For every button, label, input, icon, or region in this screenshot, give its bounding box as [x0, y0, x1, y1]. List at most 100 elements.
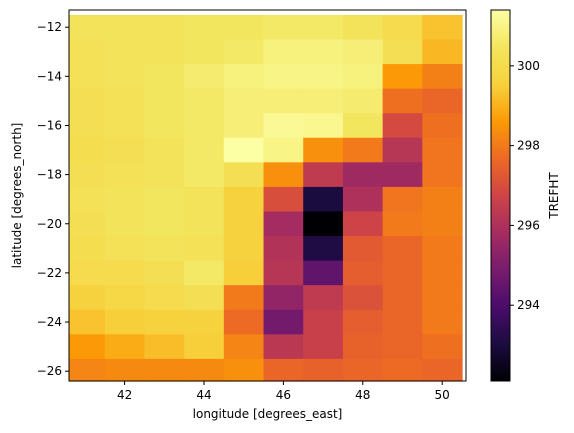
heatmap-cell	[263, 211, 304, 237]
heatmap-cell	[223, 236, 265, 262]
heatmap-cell	[184, 88, 225, 114]
heatmap-cell	[144, 64, 185, 90]
heatmap-cell	[144, 358, 185, 382]
heatmap-cell	[223, 39, 265, 65]
heatmap-cell	[263, 137, 304, 163]
heatmap-cell	[223, 137, 265, 163]
heatmap-cell	[69, 137, 106, 163]
heatmap-cell	[184, 64, 225, 90]
x-axis: 42 44 46 48 50	[117, 381, 450, 402]
x-tick-label: 44	[196, 388, 211, 402]
heatmap-cell	[223, 309, 265, 335]
heatmap-cell	[104, 88, 146, 114]
heatmap-cell	[184, 309, 225, 335]
heatmap-cell	[422, 358, 463, 382]
heatmap-cell	[263, 88, 304, 114]
heatmap-cell	[223, 88, 265, 114]
heatmap-cell	[184, 162, 225, 188]
heatmap-cell	[144, 285, 185, 311]
heatmap-cell	[382, 334, 423, 360]
heatmap-cell	[303, 211, 344, 237]
heatmap-cell	[144, 39, 185, 65]
heatmap-cell	[382, 39, 423, 65]
heatmap-cell	[104, 260, 146, 286]
heatmap-cell	[184, 186, 225, 213]
y-tick-label: −22	[37, 266, 62, 280]
heatmap-cell	[342, 285, 384, 311]
heatmap-cell	[223, 334, 265, 360]
heatmap-cell	[69, 113, 106, 139]
heatmap-cell	[422, 39, 463, 65]
heatmap-cell	[184, 334, 225, 360]
heatmap-cell	[263, 14, 304, 41]
heatmap-cell	[223, 162, 265, 188]
heatmap-cell	[69, 236, 106, 262]
heatmap-cell	[382, 88, 423, 114]
heatmap-cell	[184, 39, 225, 65]
heatmap-cell	[303, 88, 344, 114]
heatmap-cell	[263, 39, 304, 65]
heatmap-cell	[422, 113, 463, 139]
heatmap-cell	[382, 14, 423, 41]
heatmap-cell	[104, 137, 146, 163]
heatmap-cell	[342, 88, 384, 114]
heatmap-cell	[263, 64, 304, 90]
heatmap-cell	[223, 358, 265, 382]
heatmap-cell	[382, 260, 423, 286]
heatmap-cell	[69, 88, 106, 114]
heatmap-cell	[69, 64, 106, 90]
heatmap-cell	[382, 162, 423, 188]
heatmap-cell	[342, 236, 384, 262]
heatmap-cell	[104, 285, 146, 311]
heatmap-cell	[144, 236, 185, 262]
plot-frame	[68, 9, 467, 382]
heatmap-cell	[69, 14, 106, 41]
heatmap-cell	[382, 137, 423, 163]
heatmap-cell	[422, 137, 463, 163]
heatmap-cell	[69, 285, 106, 311]
heatmap-cell	[382, 309, 423, 335]
heatmap-cell	[69, 334, 106, 360]
heatmap-cell	[144, 14, 185, 41]
heatmap-cell	[223, 211, 265, 237]
heatmap-cell	[342, 39, 384, 65]
heatmap-cell	[223, 14, 265, 41]
heatmap-cell	[422, 14, 463, 41]
heatmap-cells	[69, 14, 463, 382]
heatmap-cell	[263, 285, 304, 311]
heatmap-cell	[69, 358, 106, 382]
heatmap-cell	[184, 113, 225, 139]
heatmap-cell	[382, 236, 423, 262]
heatmap-cell	[422, 162, 463, 188]
heatmap-cell	[382, 113, 423, 139]
heatmap-cell	[263, 334, 304, 360]
heatmap-cell	[184, 211, 225, 237]
y-tick-label: −14	[37, 69, 62, 83]
heatmap-cell	[263, 358, 304, 382]
heatmap-cell	[223, 186, 265, 213]
heatmap-cell	[303, 309, 344, 335]
colorbar-ticks: 294 296 298 300	[510, 59, 540, 312]
y-axis: −26 −24 −22 −20 −18 −16 −14 −12	[37, 20, 69, 378]
heatmap-cell	[144, 334, 185, 360]
heatmap-cell	[263, 162, 304, 188]
heatmap-cell	[303, 137, 344, 163]
heatmap-cell	[422, 236, 463, 262]
heatmap-cell	[223, 285, 265, 311]
heatmap-cell	[263, 113, 304, 139]
x-tick-label: 42	[117, 388, 132, 402]
heatmap-cell	[144, 211, 185, 237]
heatmap-cell	[104, 358, 146, 382]
heatmap-cell	[104, 113, 146, 139]
heatmap-cell	[104, 236, 146, 262]
heatmap-cell	[382, 186, 423, 213]
heatmap-cell	[342, 137, 384, 163]
heatmap-cell	[342, 358, 384, 382]
heatmap-cell	[223, 260, 265, 286]
heatmap-cell	[382, 285, 423, 311]
x-tick-label: 46	[276, 388, 291, 402]
y-tick-label: −18	[37, 168, 62, 182]
heatmap-cell	[144, 137, 185, 163]
colorbar	[490, 9, 511, 382]
heatmap-cell	[342, 211, 384, 237]
